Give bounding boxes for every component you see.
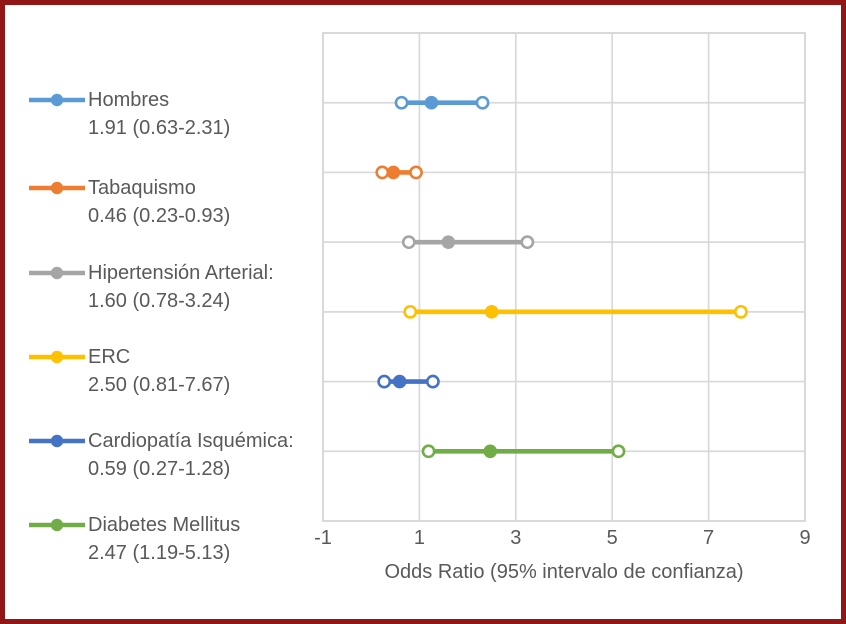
- x-tick-label: 7: [703, 527, 715, 549]
- legend-text: Diabetes Mellitus 2.47 (1.19-5.13): [88, 511, 240, 567]
- legend-series-name: Hombres: [88, 89, 170, 111]
- series-erc: [403, 304, 748, 319]
- ci-endpoint-marker: [409, 165, 423, 180]
- legend-text: Hombres 1.91 (0.63-2.31): [88, 86, 230, 142]
- legend-series-value: 1.91 (0.63-2.31): [88, 117, 231, 139]
- ci-endpoint-marker: [520, 235, 535, 250]
- point-estimate-marker: [386, 165, 401, 180]
- legend-text: Tabaquismo 0.46 (0.23-0.93): [88, 174, 230, 230]
- legend-series-marker-icon: [29, 434, 85, 448]
- series-diabetes-mellitus: [421, 444, 626, 459]
- series-tabaquismo: [375, 165, 423, 180]
- ci-endpoint-marker: [425, 374, 440, 389]
- point-estimate-marker: [392, 374, 407, 389]
- legend-item-cardiopatía-isquémica: Cardiopatía Isquémica: 0.59 (0.27-1.28): [28, 427, 294, 483]
- ci-endpoint-marker: [403, 304, 418, 319]
- ci-endpoint-marker: [401, 235, 416, 250]
- ci-endpoint-marker: [733, 304, 748, 319]
- series-cardiopatía-isquémica: [377, 374, 440, 389]
- legend-series-value: 2.47 (1.19-5.13): [88, 542, 231, 564]
- legend-series-marker-icon: [29, 518, 85, 532]
- x-axis-title: Odds Ratio (95% intervalo de confianza): [384, 561, 744, 583]
- legend-series-value: 2.50 (0.81-7.67): [88, 374, 231, 396]
- ci-endpoint-marker: [375, 165, 390, 180]
- ci-endpoint-marker: [421, 444, 436, 459]
- legend-text: ERC 2.50 (0.81-7.67): [88, 343, 230, 399]
- ci-endpoint-marker: [475, 95, 490, 110]
- legend-item-tabaquismo: Tabaquismo 0.46 (0.23-0.93): [28, 174, 230, 230]
- ci-endpoint-marker: [611, 444, 626, 459]
- x-tick-label: 3: [510, 527, 522, 549]
- legend-series-value: 0.59 (0.27-1.28): [88, 458, 231, 480]
- legend-item-diabetes-mellitus: Diabetes Mellitus 2.47 (1.19-5.13): [28, 511, 240, 567]
- x-tick-label: -1: [314, 527, 332, 549]
- point-estimate-marker: [424, 95, 439, 110]
- legend-series-name: ERC: [88, 346, 131, 368]
- point-estimate-marker: [483, 444, 498, 459]
- legend-series-marker-icon: [29, 93, 85, 107]
- legend-series-marker-icon: [29, 350, 85, 364]
- legend-text: Hipertensión Arterial: 1.60 (0.78-3.24): [88, 259, 274, 315]
- legend-series-name: Hipertensión Arterial:: [88, 262, 274, 284]
- x-tick-label: 1: [413, 527, 425, 549]
- legend-series-marker-icon: [29, 181, 85, 195]
- series-hipertensión-arterial: [401, 235, 535, 250]
- ci-endpoint-marker: [377, 374, 392, 389]
- legend-series-value: 0.46 (0.23-0.93): [88, 205, 231, 227]
- ci-endpoint-marker: [394, 95, 409, 110]
- legend-series-marker-icon: [29, 266, 85, 280]
- legend-item-erc: ERC 2.50 (0.81-7.67): [28, 343, 230, 399]
- legend-series-name: Cardiopatía Isquémica:: [88, 430, 294, 452]
- legend-text: Cardiopatía Isquémica: 0.59 (0.27-1.28): [88, 427, 294, 483]
- legend-series-name: Tabaquismo: [88, 177, 196, 199]
- x-tick-label: 9: [799, 527, 811, 549]
- point-estimate-marker: [484, 305, 499, 319]
- series-hombres: [394, 95, 490, 110]
- legend-item-hombres: Hombres 1.91 (0.63-2.31): [28, 86, 230, 142]
- legend: Hombres 1.91 (0.63-2.31) Tabaquismo 0.46 (0…: [0, 0, 320, 624]
- point-estimate-marker: [441, 235, 456, 249]
- legend-series-value: 1.60 (0.78-3.24): [88, 290, 231, 312]
- legend-item-hipertensión-arterial: Hipertensión Arterial: 1.60 (0.78-3.24): [28, 259, 274, 315]
- legend-series-name: Diabetes Mellitus: [88, 514, 241, 536]
- plot-area-border: [322, 32, 806, 522]
- x-tick-label: 5: [606, 527, 618, 549]
